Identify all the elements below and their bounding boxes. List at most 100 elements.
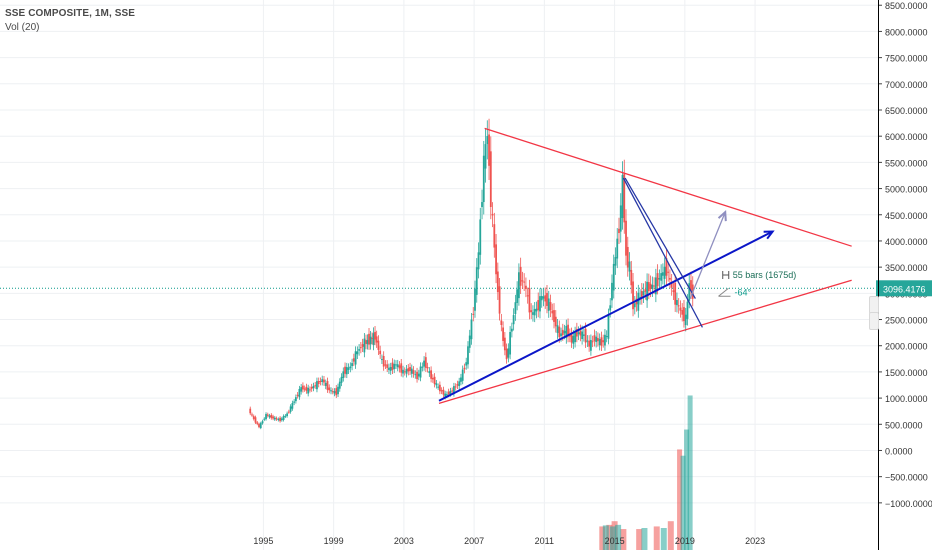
volume-bar <box>660 528 667 550</box>
arrow-head <box>717 210 727 222</box>
candle-body <box>661 272 664 276</box>
candle-body <box>286 413 289 416</box>
candle-body <box>258 423 260 428</box>
candle-body <box>653 285 656 287</box>
candle-body <box>377 340 380 350</box>
candle-body <box>317 381 320 385</box>
candle-body <box>676 300 678 306</box>
annotation-label: 55 bars (1675d) <box>733 270 797 280</box>
candle-body <box>431 377 434 380</box>
candle-body <box>391 362 394 370</box>
candle-body <box>612 263 615 291</box>
candle-body <box>463 367 466 370</box>
candle-body <box>633 303 636 308</box>
candle-body <box>598 339 601 346</box>
candle-body <box>672 290 675 293</box>
y-tick-label: 6000.0000 <box>885 132 928 142</box>
candle-body <box>500 320 503 326</box>
candle-body <box>277 419 280 421</box>
candle-body <box>273 417 276 420</box>
y-tick-label: 1500.0000 <box>885 368 928 378</box>
measure-icon <box>722 271 730 279</box>
candle-body <box>312 386 315 389</box>
candle-body <box>551 310 554 314</box>
candle-body <box>333 391 336 394</box>
candle-body <box>284 415 287 417</box>
trend-line <box>622 177 703 328</box>
candle-body <box>310 387 313 389</box>
candle-body <box>414 374 417 376</box>
candle-body <box>460 377 462 382</box>
candle-body <box>607 315 610 339</box>
trend-lines <box>438 127 852 404</box>
candle-body <box>626 246 629 268</box>
candle-body <box>651 284 654 289</box>
x-tick-label: 2011 <box>535 536 554 546</box>
candle-body <box>614 257 617 266</box>
candle-body <box>523 281 526 283</box>
candle-body <box>375 336 378 343</box>
candle-body <box>381 359 383 361</box>
candle-body <box>338 381 341 389</box>
candle-body <box>526 295 529 297</box>
y-tick-label: 8000.0000 <box>885 27 928 37</box>
candle-body <box>505 348 508 360</box>
candle-body <box>602 340 605 343</box>
candle-body <box>546 292 548 306</box>
candle-body <box>330 390 332 392</box>
candle-body <box>597 338 599 342</box>
candle-body <box>595 336 598 343</box>
candle-body <box>540 295 543 301</box>
candle-body <box>440 390 443 392</box>
candle-body <box>251 414 253 416</box>
volume-bar <box>667 521 674 550</box>
candle-body <box>259 423 262 429</box>
candle-body <box>331 391 334 393</box>
trend-line <box>438 230 774 402</box>
candle-body <box>461 369 464 381</box>
candle-body <box>410 368 413 374</box>
candle-body <box>619 205 622 232</box>
candle-body <box>503 337 506 351</box>
chart-grid <box>0 0 878 550</box>
candle-body <box>684 314 687 326</box>
volume-bar <box>615 524 622 550</box>
candle-body <box>495 244 497 275</box>
scale-handle[interactable] <box>869 312 879 330</box>
candle-body <box>467 346 469 365</box>
chart-title: SSE COMPOSITE, 1M, SSE <box>5 8 136 19</box>
candle-body <box>316 381 318 390</box>
candle-body <box>677 305 680 307</box>
candle-body <box>577 332 580 335</box>
candle-body <box>663 266 666 279</box>
candle-body <box>366 339 369 345</box>
candle-body <box>479 219 482 255</box>
candle-body <box>456 384 459 386</box>
candle-body <box>326 381 329 390</box>
candle-body <box>430 370 432 379</box>
candle-body <box>396 364 399 368</box>
candle-body <box>453 386 455 394</box>
annotations: 55 bars (1675d) -64° <box>718 270 796 297</box>
x-tick-label: 2023 <box>745 536 765 546</box>
candle-body <box>458 381 461 387</box>
candle-body <box>683 307 685 322</box>
y-tick-label: 7000.0000 <box>885 80 928 90</box>
candle-body <box>574 332 576 343</box>
candle-body <box>371 337 373 339</box>
candle-body <box>374 331 376 340</box>
candle-body <box>309 389 311 391</box>
candle-body <box>372 333 375 345</box>
candle-body <box>280 418 283 421</box>
candle-body <box>296 394 299 396</box>
candle-body <box>486 136 489 145</box>
y-tick-label: 2000.0000 <box>885 342 928 352</box>
candle-body <box>488 134 490 166</box>
candle-body <box>481 202 483 208</box>
candle-body <box>359 347 362 349</box>
candle-body <box>405 369 408 374</box>
x-tick-label: 2015 <box>605 536 625 546</box>
x-tick-label: 2003 <box>394 536 414 546</box>
candle-body <box>305 386 308 391</box>
